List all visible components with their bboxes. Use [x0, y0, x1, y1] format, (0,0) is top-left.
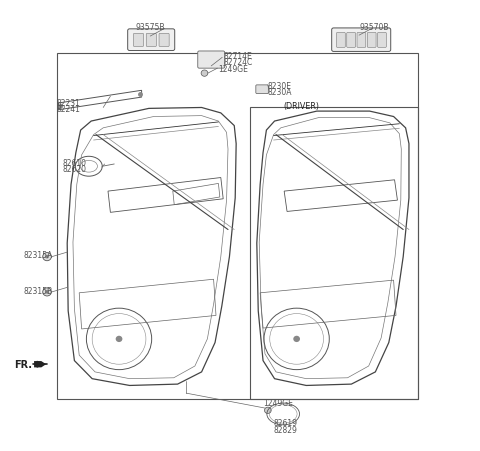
Text: 82315B: 82315B: [23, 286, 52, 295]
Text: 82610: 82610: [62, 159, 86, 168]
Bar: [57, 54, 418, 399]
Text: 93575B: 93575B: [135, 23, 165, 32]
Circle shape: [201, 71, 208, 77]
Text: 8230E: 8230E: [268, 82, 292, 91]
FancyBboxPatch shape: [128, 30, 175, 51]
Circle shape: [293, 336, 300, 342]
Text: 93570B: 93570B: [359, 23, 388, 32]
Text: 1249GE: 1249GE: [263, 398, 293, 407]
Text: 8230A: 8230A: [268, 88, 292, 97]
Text: 1249GE: 1249GE: [218, 64, 248, 74]
FancyBboxPatch shape: [256, 86, 268, 94]
Text: 82619: 82619: [274, 419, 298, 428]
Text: 82620: 82620: [62, 165, 86, 174]
Circle shape: [43, 253, 51, 261]
Text: 82829: 82829: [274, 425, 298, 434]
FancyBboxPatch shape: [198, 52, 225, 69]
Text: 82724C: 82724C: [224, 58, 253, 67]
FancyBboxPatch shape: [367, 33, 376, 48]
Circle shape: [45, 255, 49, 259]
FancyBboxPatch shape: [159, 34, 169, 47]
Text: 82231: 82231: [57, 99, 81, 108]
Text: FR.: FR.: [14, 359, 32, 369]
FancyBboxPatch shape: [357, 33, 366, 48]
Text: 82241: 82241: [57, 105, 81, 114]
FancyBboxPatch shape: [133, 34, 144, 47]
Text: 82714E: 82714E: [224, 52, 252, 61]
Polygon shape: [34, 361, 46, 368]
FancyBboxPatch shape: [347, 33, 356, 48]
FancyBboxPatch shape: [146, 34, 156, 47]
Circle shape: [45, 290, 49, 294]
Text: 82315A: 82315A: [23, 250, 52, 259]
FancyBboxPatch shape: [332, 29, 391, 52]
Text: (DRIVER): (DRIVER): [283, 101, 319, 110]
Circle shape: [264, 407, 271, 414]
Circle shape: [43, 288, 51, 296]
Circle shape: [116, 336, 122, 342]
FancyBboxPatch shape: [336, 33, 345, 48]
Bar: [250, 108, 418, 399]
FancyBboxPatch shape: [378, 33, 386, 48]
